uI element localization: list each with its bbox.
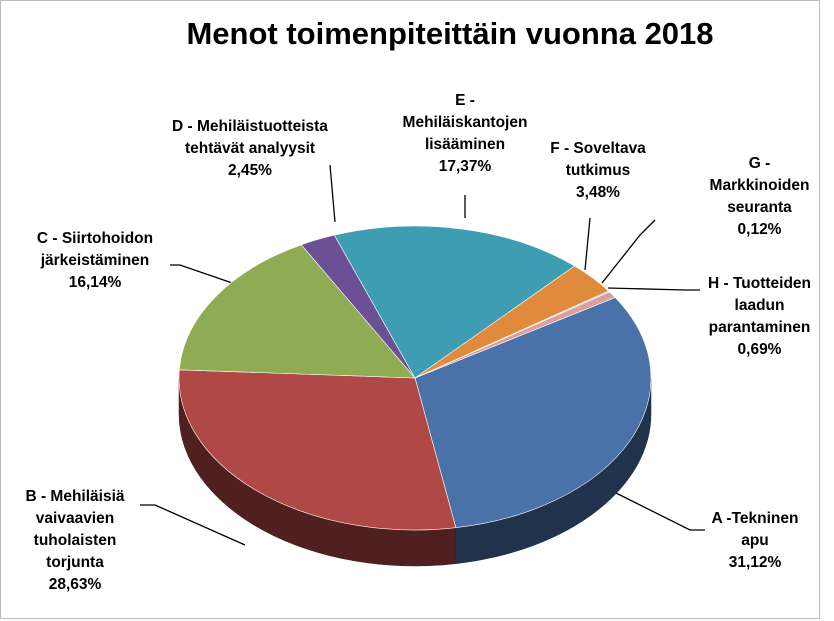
leader-line — [329, 164, 336, 223]
slice — [414, 291, 616, 379]
chart-title: Menot toimenpiteittäin vuonna 2018 — [186, 16, 714, 51]
leader-line — [140, 504, 246, 546]
pie-tops — [178, 225, 652, 531]
category-label: A -Tekninen apu — [711, 510, 799, 549]
leader-line — [584, 217, 591, 271]
category-label: B - Mehiläisiä vaivaavien tuholaisten to… — [25, 488, 125, 571]
slice — [333, 225, 576, 379]
slice — [414, 297, 652, 529]
slice — [178, 369, 457, 531]
leader-line — [607, 287, 700, 291]
value-label: 2,45% — [228, 162, 272, 179]
value-label: 28,63% — [48, 576, 102, 593]
category-label: D - Mehiläistuotteista tehtävät analyysi… — [172, 118, 328, 157]
data-label: A -Tekninen apu 31,12% — [700, 508, 810, 574]
data-label: B - Mehiläisiä vaivaavien tuholaisten to… — [10, 486, 140, 596]
leader-lines — [140, 164, 705, 546]
value-label: 0,69% — [737, 341, 782, 358]
value-label: 17,37% — [438, 158, 492, 175]
leader-line — [601, 219, 656, 284]
category-label: C - Siirtohoidon järkeistäminen — [36, 230, 154, 269]
value-label: 16,14% — [68, 274, 122, 291]
leader-line — [170, 264, 239, 286]
data-label: E - Mehiläiskantojen lisääminen 17,37% — [400, 90, 530, 178]
category-label: G - Markkinoiden seuranta — [709, 155, 810, 216]
category-label: H - Tuotteiden laadun parantaminen — [707, 275, 812, 336]
value-label: 31,12% — [728, 554, 782, 571]
data-label: F - Soveltava tutkimus 3,48% — [538, 138, 658, 204]
leader-line — [609, 489, 705, 531]
data-label: D - Mehiläistuotteista tehtävät analyysi… — [150, 116, 350, 182]
value-label: 0,12% — [737, 221, 782, 238]
data-label: G - Markkinoiden seuranta 0,12% — [707, 153, 812, 241]
value-label: 3,48% — [576, 184, 620, 201]
data-label: H - Tuotteiden laadun parantaminen 0,69% — [697, 273, 822, 361]
slice — [179, 244, 416, 379]
category-label: E - Mehiläiskantojen lisääminen — [402, 92, 528, 153]
data-label: C - Siirtohoidon järkeistäminen 16,14% — [10, 228, 180, 294]
category-label: F - Soveltava tutkimus — [550, 140, 646, 179]
